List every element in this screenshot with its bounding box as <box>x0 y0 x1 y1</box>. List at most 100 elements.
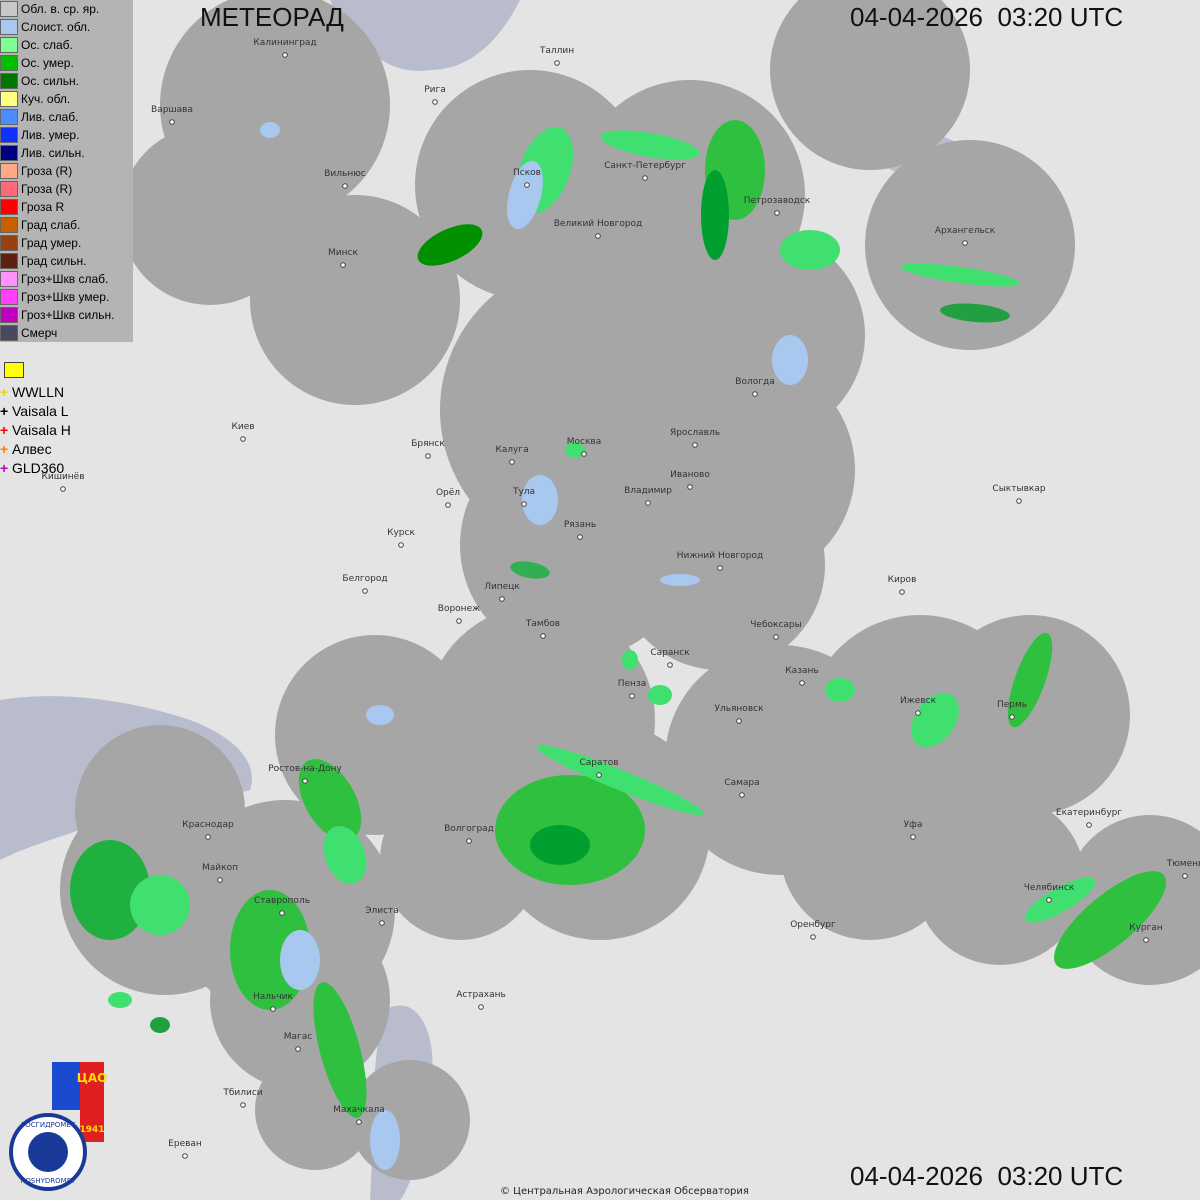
city-dot <box>554 60 560 66</box>
legend-item: Смерч <box>0 324 133 342</box>
lightning-symbol: + <box>0 421 9 438</box>
legend-label: Ос. слаб. <box>21 38 73 52</box>
echo <box>130 875 190 935</box>
logo-flag <box>52 1062 80 1110</box>
echo <box>660 574 700 586</box>
city-label: Таллин <box>539 46 574 56</box>
legend-swatch <box>0 199 18 215</box>
city-dot <box>342 183 348 189</box>
city-label: Ярославль <box>670 428 720 438</box>
city-dot <box>799 680 805 686</box>
city-label: Ереван <box>168 1139 202 1149</box>
echo <box>911 692 959 748</box>
city-dot <box>295 1046 301 1052</box>
logo: ЦАО 1941 РОСГИДРОМЕТ ROSHYDROMET <box>9 1062 108 1191</box>
city-dot <box>595 233 601 239</box>
city-label: Волгоград <box>444 824 494 834</box>
legend-item: Лив. умер. <box>0 126 133 144</box>
city-dot <box>645 500 651 506</box>
city-dot <box>379 920 385 926</box>
legend-label: Град слаб. <box>21 218 81 232</box>
city-label: Тюмень <box>1166 859 1200 869</box>
city-label: Казань <box>785 666 818 676</box>
city-dot <box>642 175 648 181</box>
city-label: Тамбов <box>525 619 560 629</box>
lightning-label: GLD360 <box>12 459 65 476</box>
echo <box>701 170 729 260</box>
city-label: Нальчик <box>253 992 294 1002</box>
city-label: Ижевск <box>900 696 937 706</box>
city-label: Ставрополь <box>254 896 310 906</box>
lightning-symbol: + <box>0 402 9 419</box>
city-label: Ульяновск <box>714 704 764 714</box>
city-label: Екатеринбург <box>1056 808 1122 818</box>
legend-label: Гроза (R) <box>21 182 73 196</box>
city-dot <box>540 633 546 639</box>
city-label: Самара <box>724 778 759 788</box>
city-label: Рига <box>424 85 446 95</box>
city-dot <box>810 934 816 940</box>
city-label: Рязань <box>564 520 596 530</box>
echo <box>900 263 1020 287</box>
legend-swatch <box>0 109 18 125</box>
city-label: Тбилиси <box>222 1088 262 1098</box>
legend-item: Куч. обл. <box>0 90 133 108</box>
city-label: Чебоксары <box>750 620 801 630</box>
logo-name: ЦАО <box>77 1071 108 1085</box>
legend-swatch <box>0 1 18 17</box>
echo <box>772 335 808 385</box>
city-label: Иваново <box>670 470 710 480</box>
echo <box>507 160 543 230</box>
city-dot <box>398 542 404 548</box>
city-dot <box>279 910 285 916</box>
city-label: Санкт-Петербург <box>604 161 686 171</box>
city-label: Орёл <box>436 488 460 498</box>
city-label: Минск <box>328 248 358 258</box>
city-label: Киев <box>231 422 254 432</box>
lightning-item: + GLD360 <box>0 458 71 477</box>
legend-label: Град умер. <box>21 236 82 250</box>
city-label: Майкоп <box>202 863 238 873</box>
city-label: Курган <box>1129 923 1163 933</box>
timestamp-top: 04-04-2026 03:20 UTC <box>850 2 1123 32</box>
city-dot <box>445 502 451 508</box>
legend-label: Куч. обл. <box>21 92 71 106</box>
city-label: Петрозаводск <box>744 196 811 206</box>
lightning-item: + Vaisala H <box>0 420 71 439</box>
logo-org-ru: РОСГИДРОМЕТ <box>21 1121 76 1129</box>
city-dot <box>282 52 288 58</box>
legend-swatch <box>0 55 18 71</box>
legend-swatch <box>0 181 18 197</box>
city-dot <box>687 484 693 490</box>
city-label: Псков <box>513 168 541 178</box>
city-label: Вильнюс <box>324 169 366 179</box>
city-label: Варшава <box>151 105 193 115</box>
timestamp-bottom: 04-04-2026 03:20 UTC <box>850 1161 1123 1191</box>
city-dot <box>752 391 758 397</box>
city-dot <box>432 99 438 105</box>
radar-circle <box>250 195 460 405</box>
logo-org-en: ROSHYDROMET <box>21 1177 77 1185</box>
copyright: © Центральная Аэрологическая Обсерватори… <box>500 1186 749 1197</box>
legend-swatch <box>0 19 18 35</box>
echo <box>298 759 362 841</box>
city-label: Калининград <box>253 38 316 48</box>
lightning-item: + WWLLN <box>0 382 71 401</box>
city-dot <box>1086 822 1092 828</box>
lightning-legend: + WWLLN + Vaisala L + Vaisala H + Алвес + GLD360 <box>0 362 71 477</box>
city-label: Вологда <box>735 377 774 387</box>
city-dot <box>962 240 968 246</box>
city-dot <box>1009 714 1015 720</box>
echo <box>600 130 700 160</box>
legend-label: Гроз+Шкв умер. <box>21 290 110 304</box>
echo <box>510 561 550 579</box>
echo <box>370 1110 400 1170</box>
echo <box>280 930 320 990</box>
legend-swatch <box>0 163 18 179</box>
lightning-label: Vaisala H <box>12 421 71 438</box>
city-label: Челябинск <box>1024 883 1075 893</box>
logo-year: 1941 <box>79 1125 104 1135</box>
city-dot <box>362 588 368 594</box>
legend-swatch <box>0 253 18 269</box>
city-label: Элиста <box>365 906 399 916</box>
